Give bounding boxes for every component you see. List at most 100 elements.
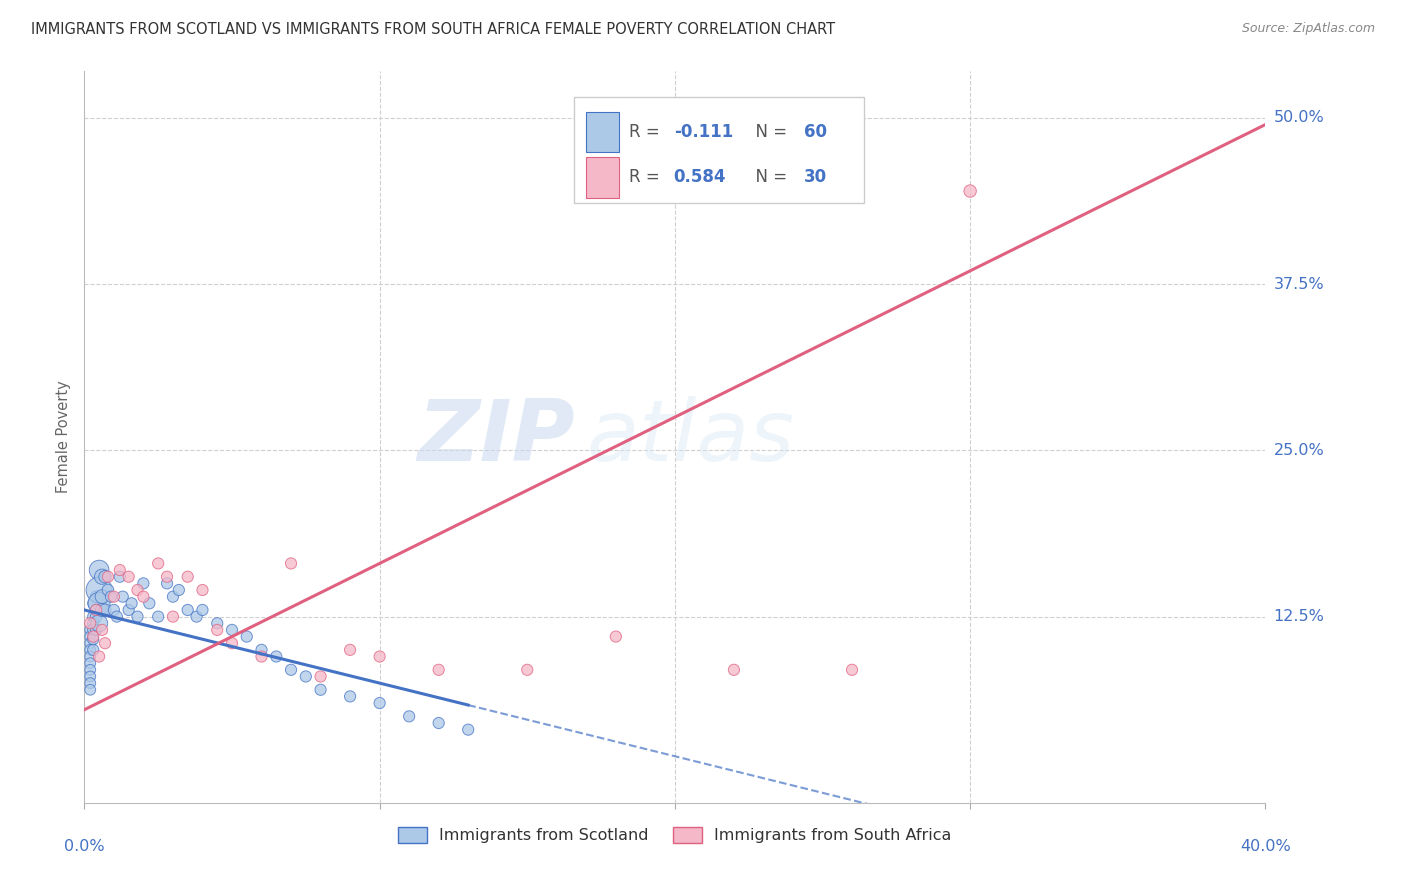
Point xyxy=(339,690,361,704)
Text: -0.111: -0.111 xyxy=(673,123,733,141)
Point xyxy=(280,557,302,571)
Point xyxy=(79,616,101,631)
Point xyxy=(111,590,134,604)
Point xyxy=(177,570,200,584)
Point xyxy=(368,696,391,710)
Point xyxy=(156,570,179,584)
Point xyxy=(87,582,111,597)
Point xyxy=(79,623,101,637)
Point xyxy=(280,663,302,677)
Point xyxy=(167,582,190,597)
Point xyxy=(82,616,104,631)
Point xyxy=(100,590,122,604)
Point xyxy=(177,603,200,617)
Text: 12.5%: 12.5% xyxy=(1274,609,1324,624)
Point xyxy=(339,643,361,657)
Point xyxy=(221,636,243,650)
Point xyxy=(84,609,107,624)
Point xyxy=(132,576,155,591)
Point xyxy=(103,590,125,604)
Text: R =: R = xyxy=(628,169,665,186)
Text: IMMIGRANTS FROM SCOTLAND VS IMMIGRANTS FROM SOUTH AFRICA FEMALE POVERTY CORRELAT: IMMIGRANTS FROM SCOTLAND VS IMMIGRANTS F… xyxy=(31,22,835,37)
Point xyxy=(118,603,141,617)
Point xyxy=(398,709,420,723)
Text: atlas: atlas xyxy=(586,395,794,479)
Point xyxy=(186,609,208,624)
Text: 0.0%: 0.0% xyxy=(65,838,104,854)
Point xyxy=(82,643,104,657)
Point xyxy=(87,596,111,610)
Point xyxy=(841,663,863,677)
Point xyxy=(108,563,131,577)
Point xyxy=(148,557,170,571)
Point xyxy=(91,590,114,604)
Point xyxy=(127,582,149,597)
Text: R =: R = xyxy=(628,123,665,141)
Point xyxy=(368,649,391,664)
Text: N =: N = xyxy=(745,169,792,186)
Point xyxy=(250,649,273,664)
Legend: Immigrants from Scotland, Immigrants from South Africa: Immigrants from Scotland, Immigrants fro… xyxy=(391,821,959,850)
Point xyxy=(79,669,101,683)
Point xyxy=(207,616,229,631)
Point xyxy=(118,570,141,584)
Point xyxy=(295,669,318,683)
Text: 40.0%: 40.0% xyxy=(1240,838,1291,854)
Point xyxy=(221,623,243,637)
Point xyxy=(103,603,125,617)
Text: 50.0%: 50.0% xyxy=(1274,111,1324,126)
Point xyxy=(156,576,179,591)
Point xyxy=(457,723,479,737)
Point xyxy=(79,656,101,670)
Point xyxy=(82,632,104,647)
Point xyxy=(94,570,117,584)
Point xyxy=(91,570,114,584)
Point xyxy=(309,669,332,683)
Point xyxy=(87,649,111,664)
Point xyxy=(82,609,104,624)
Text: N =: N = xyxy=(745,123,792,141)
Text: Source: ZipAtlas.com: Source: ZipAtlas.com xyxy=(1241,22,1375,36)
Point xyxy=(127,609,149,624)
Y-axis label: Female Poverty: Female Poverty xyxy=(56,381,72,493)
Point xyxy=(207,623,229,637)
Point xyxy=(97,582,120,597)
Point xyxy=(79,682,101,697)
Text: 37.5%: 37.5% xyxy=(1274,277,1324,292)
Point xyxy=(84,603,107,617)
Point xyxy=(191,603,214,617)
Point xyxy=(91,623,114,637)
Text: 30: 30 xyxy=(804,169,827,186)
Point xyxy=(79,636,101,650)
Point xyxy=(79,663,101,677)
Point xyxy=(250,643,273,657)
Point xyxy=(427,663,450,677)
Point xyxy=(79,676,101,690)
Point xyxy=(723,663,745,677)
Point xyxy=(79,643,101,657)
Point xyxy=(82,630,104,644)
Point xyxy=(138,596,160,610)
Point xyxy=(427,716,450,731)
Point xyxy=(162,609,184,624)
Point xyxy=(87,563,111,577)
Point xyxy=(79,630,101,644)
Point xyxy=(959,184,981,198)
Point xyxy=(121,596,143,610)
Point xyxy=(148,609,170,624)
Text: 25.0%: 25.0% xyxy=(1274,443,1324,458)
Text: 60: 60 xyxy=(804,123,827,141)
Point xyxy=(91,603,114,617)
Point xyxy=(516,663,538,677)
Point xyxy=(87,616,111,631)
Point xyxy=(236,630,259,644)
Text: ZIP: ZIP xyxy=(416,395,575,479)
Point xyxy=(94,603,117,617)
Point xyxy=(266,649,288,664)
Text: 0.584: 0.584 xyxy=(673,169,725,186)
Point xyxy=(84,603,107,617)
Point xyxy=(162,590,184,604)
FancyBboxPatch shape xyxy=(575,97,863,203)
FancyBboxPatch shape xyxy=(586,157,620,197)
Point xyxy=(82,623,104,637)
